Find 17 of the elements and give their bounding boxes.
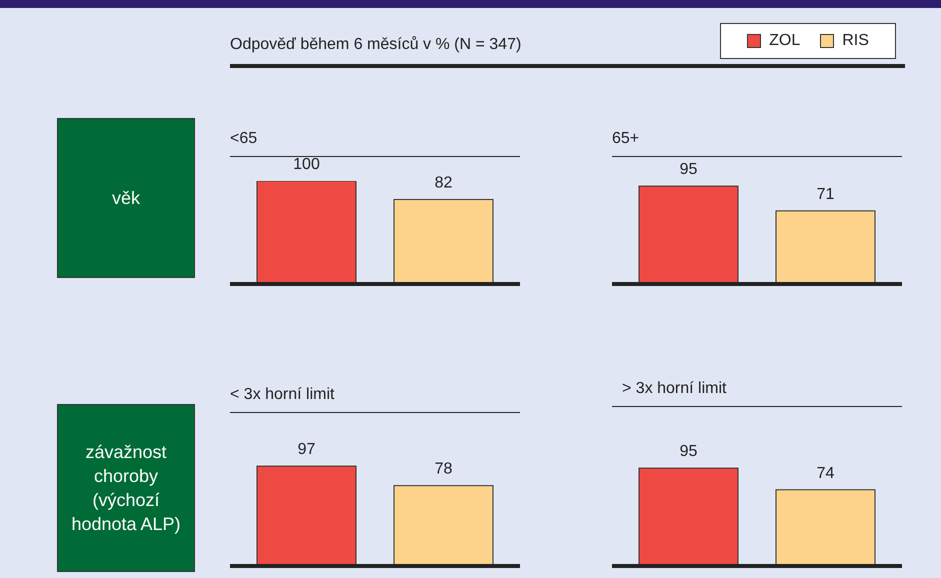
data-label: 74 bbox=[816, 464, 834, 482]
legend-label: ZOL bbox=[769, 32, 800, 50]
data-label: 95 bbox=[680, 161, 698, 178]
legend-label: RIS bbox=[842, 32, 869, 50]
text: závažnost choroby (výchozí hodnota ALP) bbox=[70, 441, 182, 536]
data-label: 95 bbox=[680, 443, 698, 460]
data-label: 71 bbox=[816, 186, 834, 203]
data-label: 97 bbox=[298, 441, 316, 458]
text: věk bbox=[112, 187, 140, 210]
text: Odpověď během 6 měsíců v % (N = 347) bbox=[230, 36, 522, 53]
data-label: 78 bbox=[434, 460, 452, 478]
chart-title: < 3x horní limit bbox=[230, 386, 334, 403]
data-label: 82 bbox=[434, 174, 452, 192]
data-label: 100 bbox=[293, 156, 320, 173]
chart-title: > 3x horní limit bbox=[622, 380, 726, 397]
chart-title: 65+ bbox=[612, 130, 640, 147]
chart-title: <65 bbox=[230, 130, 258, 147]
